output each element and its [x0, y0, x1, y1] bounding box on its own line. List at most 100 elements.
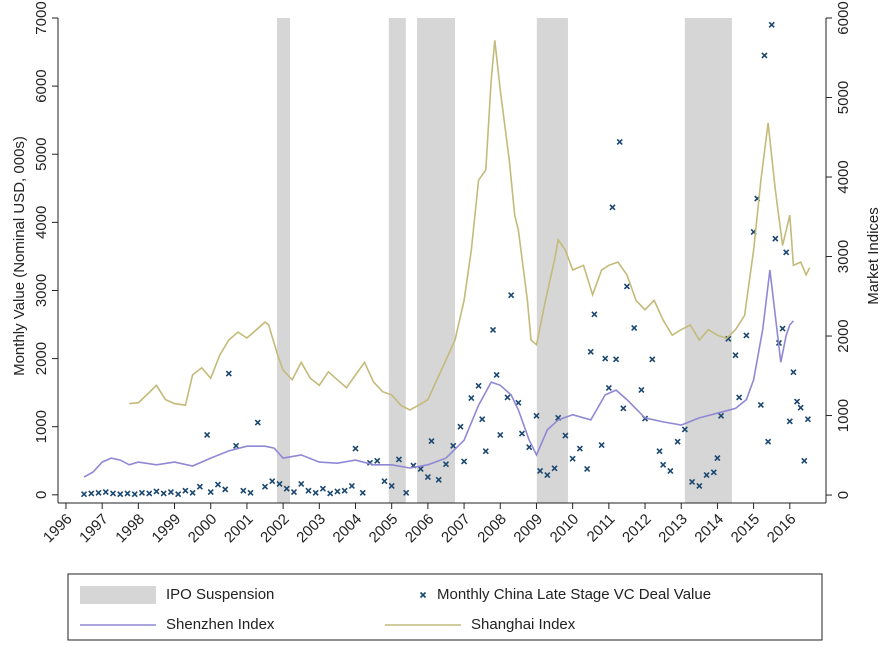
deal-point: [381, 478, 388, 485]
deal-point: [551, 465, 558, 472]
deal-point: [631, 324, 638, 332]
x-tick-label: 2001: [221, 511, 257, 547]
x-tick-label: 2008: [474, 511, 510, 547]
index-line: [129, 40, 811, 411]
y2-tick-label: 6000: [835, 1, 852, 34]
deal-point: [533, 412, 540, 419]
deal-point: [504, 394, 511, 401]
deal-point: [428, 437, 435, 445]
deal-point: [508, 292, 515, 299]
deal-point: [620, 405, 627, 412]
deal-point: [95, 489, 102, 496]
legend-box: [67, 573, 823, 641]
deal-point: [696, 482, 703, 490]
deal-point: [497, 431, 504, 438]
deal-point: [638, 386, 645, 393]
y-tick-label: 6000: [33, 69, 50, 102]
deal-point: [537, 467, 544, 475]
deal-point: [489, 326, 497, 334]
deal-point: [761, 52, 768, 59]
deal-point: [109, 490, 117, 497]
deal-point: [732, 352, 739, 359]
deal-point: [768, 21, 775, 28]
deal-point: [613, 356, 620, 363]
deal-point: [609, 204, 616, 211]
deal-point: [475, 382, 482, 389]
deal-point: [124, 490, 131, 497]
ipo-suspension: [536, 18, 568, 503]
deal-point: [334, 488, 341, 495]
deal-point: [442, 461, 450, 468]
deal-point: [598, 442, 605, 449]
ipo-suspension: [388, 18, 406, 503]
deal-point: [783, 249, 790, 256]
y-tick-label: 3000: [33, 274, 50, 307]
ipo-suspension: [417, 18, 456, 503]
deal-point: [660, 461, 667, 468]
deal-point: [736, 394, 743, 401]
x-tick-label: 2014: [691, 511, 727, 547]
y-tick-label: 0: [33, 491, 50, 499]
ipo-suspension: [276, 18, 290, 503]
deal-point: [623, 283, 631, 290]
deal-point: [656, 448, 663, 455]
x-tick-label: 2007: [438, 511, 474, 547]
deal-point: [793, 398, 801, 405]
deal-point: [102, 489, 109, 496]
y2-tick-label: 4000: [835, 160, 852, 193]
deal-point: [359, 489, 366, 496]
deal-point: [352, 445, 359, 452]
deal-point: [725, 335, 732, 342]
deal-point: [204, 431, 211, 438]
deal-point: [312, 489, 319, 496]
deal-point: [214, 481, 222, 488]
x-tick-label: 1998: [112, 511, 148, 547]
x-tick-label: 1997: [76, 511, 112, 547]
y2-tick-label: 0: [835, 491, 852, 499]
deal-point: [569, 455, 576, 462]
ipo-suspension: [684, 18, 732, 503]
y-tick-label: 7000: [33, 1, 50, 34]
y-axis-label: Monthly Value (Nominal USD, 000s): [11, 136, 28, 376]
deal-point: [435, 476, 442, 483]
deal-point: [804, 416, 811, 423]
deal-point: [605, 384, 612, 391]
y2-tick-label: 2000: [835, 319, 852, 352]
deal-point: [482, 448, 489, 455]
deal-point: [138, 489, 146, 496]
y2-axis-label: Market Indices: [865, 207, 882, 305]
deal-point: [233, 442, 240, 449]
deal-point: [801, 457, 808, 464]
deal-point: [261, 483, 269, 490]
deal-point: [674, 438, 681, 445]
deal-point: [450, 442, 457, 449]
deal-point: [562, 432, 569, 439]
x-tick-label: 1999: [149, 511, 185, 547]
deal-point: [153, 488, 160, 495]
deal-point: [797, 404, 804, 411]
deal-point: [254, 419, 261, 426]
x-tick-label: 2011: [584, 511, 619, 546]
deal-point: [269, 478, 276, 485]
deal-point: [403, 489, 410, 496]
deal-point: [395, 456, 402, 463]
deal-point: [757, 401, 764, 408]
deal-point: [591, 311, 598, 318]
deal-point: [703, 472, 710, 479]
deal-point: [424, 474, 431, 481]
deal-point: [319, 485, 326, 492]
x-tick-label: 1996: [40, 511, 76, 547]
deal-point: [290, 489, 298, 496]
deal-point: [790, 369, 797, 376]
deal-point: [207, 489, 214, 496]
legend-swatch: [419, 591, 427, 599]
y-tick-label: 1000: [33, 410, 50, 443]
deal-point: [681, 426, 688, 433]
legend-label: Monthly China Late Stage VC Deal Value: [437, 586, 711, 603]
deal-point: [305, 487, 312, 494]
deal-point: [374, 457, 381, 464]
x-tick-label: 2012: [619, 511, 655, 547]
deal-point: [341, 487, 348, 494]
deal-point: [167, 489, 174, 496]
